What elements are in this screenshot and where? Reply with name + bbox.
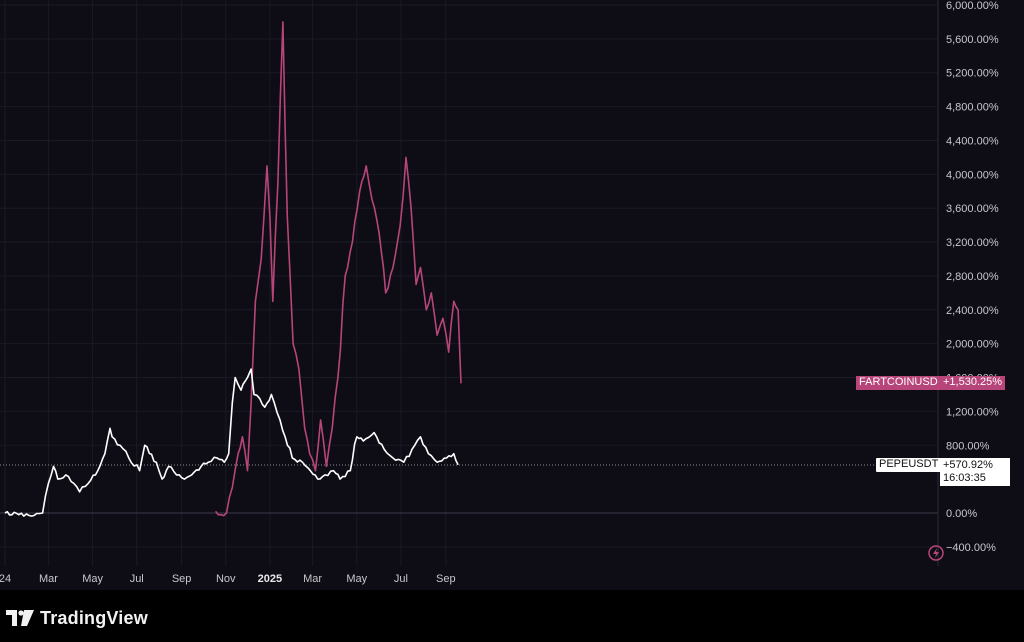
price-comparison-chart[interactable]: 6,000.00% 5,600.00% 5,200.00% 4,800.00% 4,40… [0,0,1024,590]
chart-panel[interactable]: 6,000.00% 5,600.00% 5,200.00% 4,800.00% 4,40… [0,0,1024,590]
y-tick-label: 4,000.00% [946,169,999,181]
x-tick-label: Mar [303,573,322,585]
x-tick-label: Jul [394,573,408,585]
x-tick-label: 2025 [258,573,282,585]
x-tick-label: 24 [0,573,11,585]
y-tick-label: 4,400.00% [946,135,999,147]
series-lines [4,21,462,517]
x-tick-label: May [82,573,103,585]
y-tick-label: 5,200.00% [946,68,999,80]
y-tick-label: 3,200.00% [946,237,999,249]
x-axis-ticks: 24 Mar May Jul Sep Nov 2025 Mar May Jul Sep [0,573,456,585]
y-tick-label: 5,600.00% [946,34,999,46]
x-tick-label: May [346,573,367,585]
y-tick-label: 2,400.00% [946,305,999,317]
y-tick-label: 2,800.00% [946,271,999,283]
fartcoin-value-label: +1,530.25% [940,376,1006,390]
fartcoin-series-label: FARTCOINUSD [856,376,940,390]
pepe-value-label: +570.92% 16:03:35 [940,458,1010,486]
y-tick-label: 4,800.00% [946,102,999,114]
y-tick-label: 800.00% [946,440,990,452]
grid-lines [0,0,938,566]
y-tick-label: 6,000.00% [946,0,999,12]
pepe-value-text: +570.92% [943,459,993,471]
series-line-fartcoinusd[interactable] [214,21,462,517]
lightning-icon[interactable] [928,545,944,561]
x-tick-label: Jul [130,573,144,585]
tradingview-logo-text: TradingView [40,607,148,628]
x-tick-label: Nov [216,573,236,585]
y-tick-label: 3,600.00% [946,203,999,215]
y-tick-label: −400.00% [946,542,996,554]
footer [0,590,1024,642]
x-tick-label: Sep [172,573,192,585]
pepe-series-label: PEPEUSDT [876,458,942,472]
y-tick-label: 1,200.00% [946,406,999,418]
x-tick-label: Sep [436,573,456,585]
series-line-pepeusdt[interactable] [4,368,459,517]
tradingview-logo[interactable]: TradingView [6,608,148,628]
y-tick-label: 2,000.00% [946,339,999,351]
y-tick-label: 0.00% [946,508,977,520]
pepe-countdown-text: 16:03:35 [943,472,986,484]
tradingview-logo-icon [6,610,34,626]
x-tick-label: Mar [39,573,58,585]
